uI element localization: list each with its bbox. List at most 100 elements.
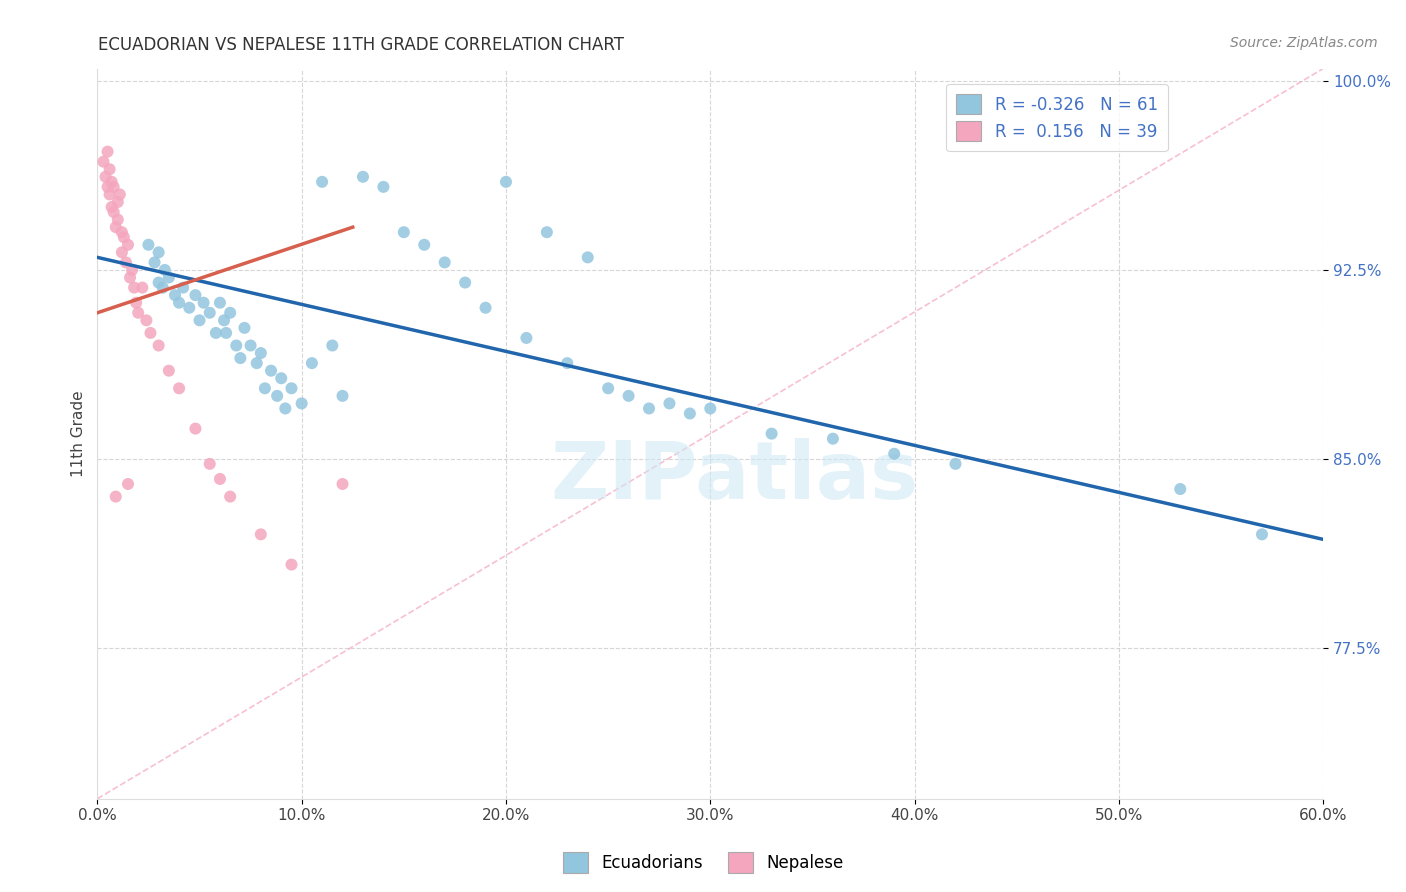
- Point: [246, 356, 269, 370]
- Point: [291, 396, 314, 410]
- Point: [260, 364, 283, 378]
- Point: [761, 426, 783, 441]
- Point: [107, 194, 129, 209]
- Point: [127, 306, 149, 320]
- Point: [93, 154, 115, 169]
- Point: [225, 338, 247, 352]
- Point: [103, 179, 125, 194]
- Point: [945, 457, 967, 471]
- Point: [249, 346, 271, 360]
- Point: [108, 187, 131, 202]
- Text: ZIPatlas: ZIPatlas: [551, 439, 920, 516]
- Point: [821, 432, 844, 446]
- Point: [332, 477, 354, 491]
- Point: [122, 280, 145, 294]
- Point: [97, 145, 120, 159]
- Point: [163, 288, 186, 302]
- Point: [100, 200, 122, 214]
- Point: [219, 306, 242, 320]
- Point: [239, 338, 262, 352]
- Point: [111, 225, 134, 239]
- Point: [117, 477, 139, 491]
- Point: [184, 288, 207, 302]
- Point: [179, 301, 201, 315]
- Point: [266, 389, 288, 403]
- Point: [321, 338, 343, 352]
- Point: [198, 457, 221, 471]
- Point: [125, 295, 148, 310]
- Point: [193, 295, 215, 310]
- Point: [433, 255, 456, 269]
- Point: [111, 245, 134, 260]
- Point: [157, 364, 180, 378]
- Point: [280, 381, 302, 395]
- Point: [253, 381, 276, 395]
- Point: [495, 175, 517, 189]
- Point: [219, 490, 242, 504]
- Point: [103, 205, 125, 219]
- Point: [332, 389, 354, 403]
- Point: [117, 237, 139, 252]
- Point: [135, 313, 157, 327]
- Point: [208, 472, 231, 486]
- Point: [172, 280, 194, 294]
- Point: [98, 187, 121, 202]
- Point: [576, 251, 599, 265]
- Point: [167, 295, 190, 310]
- Point: [274, 401, 297, 416]
- Point: [94, 169, 117, 184]
- Point: [536, 225, 558, 239]
- Point: [233, 321, 256, 335]
- Point: [1168, 482, 1191, 496]
- Point: [212, 313, 235, 327]
- Point: [148, 245, 170, 260]
- Point: [104, 220, 127, 235]
- Point: [679, 407, 702, 421]
- Point: [617, 389, 640, 403]
- Point: [139, 326, 162, 340]
- Point: [515, 331, 537, 345]
- Point: [184, 421, 207, 435]
- Point: [121, 263, 143, 277]
- Point: [474, 301, 496, 315]
- Point: [658, 396, 681, 410]
- Point: [280, 558, 302, 572]
- Point: [107, 212, 129, 227]
- Point: [138, 237, 160, 252]
- Point: [157, 270, 180, 285]
- Point: [215, 326, 238, 340]
- Point: [98, 162, 121, 177]
- Point: [208, 295, 231, 310]
- Point: [699, 401, 721, 416]
- Point: [198, 306, 221, 320]
- Point: [270, 371, 292, 385]
- Point: [148, 338, 170, 352]
- Point: [311, 175, 333, 189]
- Point: [883, 447, 905, 461]
- Point: [205, 326, 228, 340]
- Point: [188, 313, 211, 327]
- Point: [143, 255, 166, 269]
- Text: Source: ZipAtlas.com: Source: ZipAtlas.com: [1230, 36, 1378, 50]
- Point: [112, 230, 135, 244]
- Point: [100, 175, 122, 189]
- Point: [1251, 527, 1274, 541]
- Point: [555, 356, 578, 370]
- Legend: R = -0.326   N = 61, R =  0.156   N = 39: R = -0.326 N = 61, R = 0.156 N = 39: [946, 84, 1168, 152]
- Point: [152, 280, 174, 294]
- Point: [413, 237, 436, 252]
- Point: [352, 169, 374, 184]
- Text: ECUADORIAN VS NEPALESE 11TH GRADE CORRELATION CHART: ECUADORIAN VS NEPALESE 11TH GRADE CORREL…: [98, 36, 624, 54]
- Point: [118, 270, 141, 285]
- Point: [392, 225, 415, 239]
- Point: [97, 179, 120, 194]
- Point: [229, 351, 252, 365]
- Point: [153, 263, 176, 277]
- Point: [301, 356, 323, 370]
- Point: [454, 276, 477, 290]
- Legend: Ecuadorians, Nepalese: Ecuadorians, Nepalese: [555, 846, 851, 880]
- Point: [167, 381, 190, 395]
- Y-axis label: 11th Grade: 11th Grade: [72, 391, 86, 477]
- Point: [131, 280, 153, 294]
- Point: [148, 276, 170, 290]
